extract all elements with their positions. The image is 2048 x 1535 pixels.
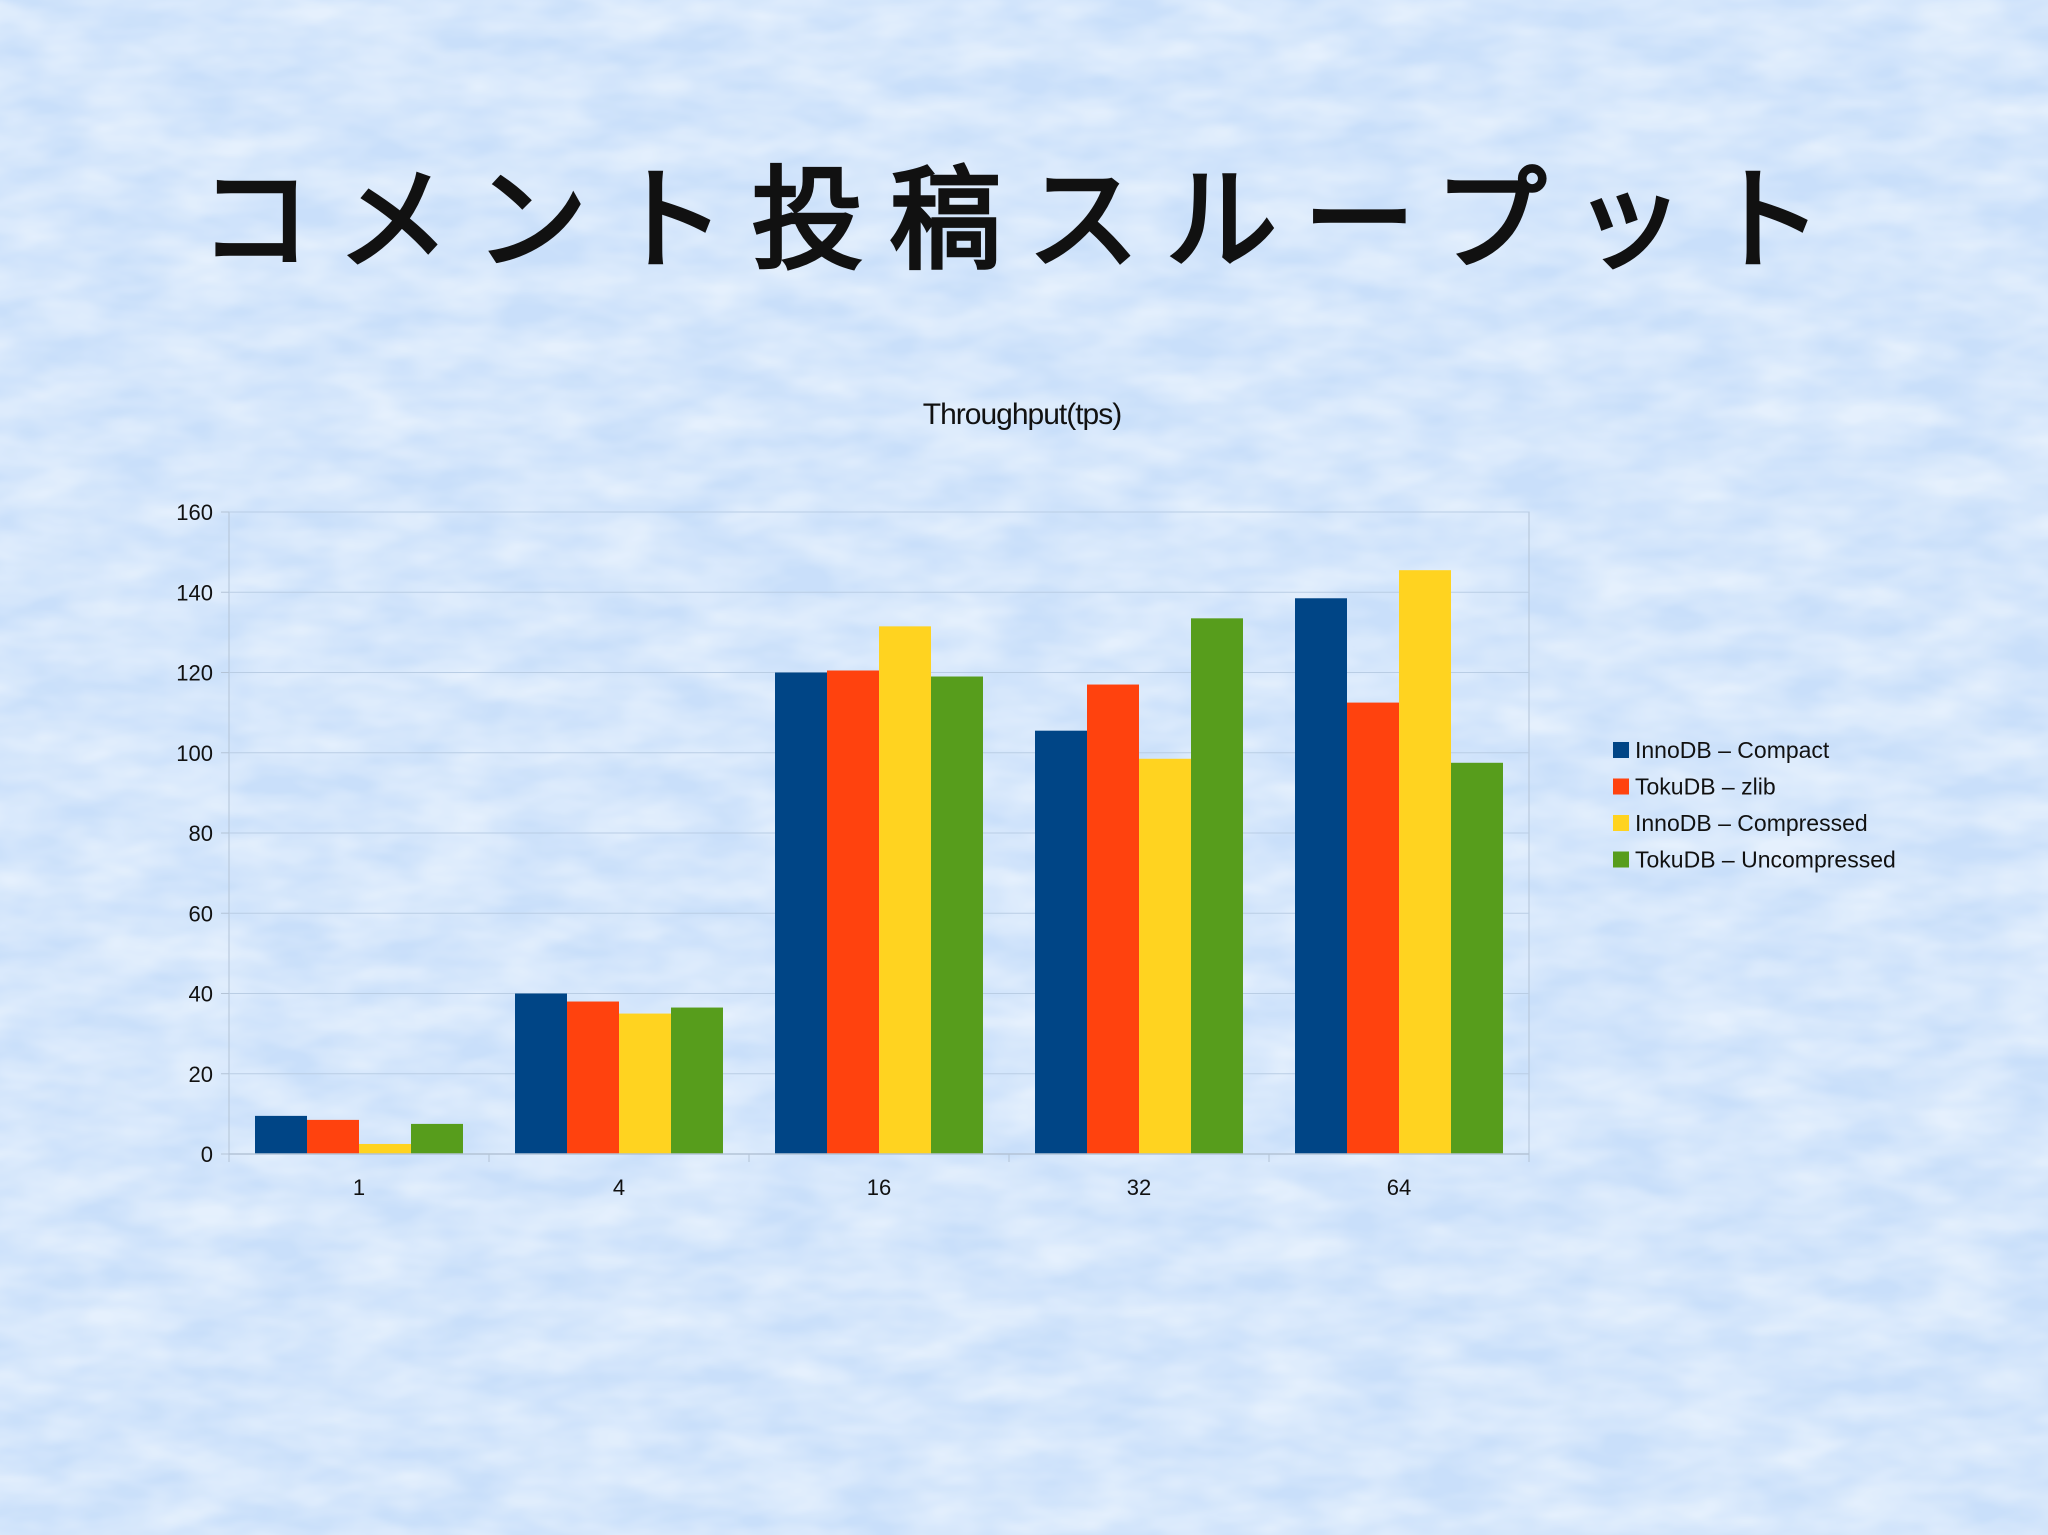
bar <box>1451 762 1503 1154</box>
y-tick-label: 0 <box>201 1142 213 1167</box>
bar <box>567 1001 619 1154</box>
y-tick-label: 160 <box>176 500 213 525</box>
legend-label: InnoDB – Compact <box>1635 737 1830 763</box>
bar <box>827 670 879 1154</box>
bar <box>255 1115 307 1154</box>
legend-swatch <box>1613 778 1629 795</box>
chart-axes: 0 20 40 60 80 100 120 140 160 1 4 16 32 64 <box>176 500 1530 1200</box>
bar <box>1399 570 1451 1154</box>
y-tick-label: 20 <box>189 1062 213 1087</box>
y-tick-label: 120 <box>176 661 213 686</box>
y-tick-label: 100 <box>176 741 213 766</box>
x-tick-label: 4 <box>613 1175 625 1200</box>
legend-swatch <box>1613 815 1629 831</box>
bar <box>1087 684 1139 1154</box>
legend-label: TokuDB – Uncompressed <box>1635 847 1896 873</box>
bar <box>619 1013 671 1154</box>
y-tick-label: 140 <box>176 580 213 605</box>
legend-label: InnoDB – Compressed <box>1635 810 1868 836</box>
legend-label: TokuDB – zlib <box>1635 774 1776 800</box>
bar <box>775 672 827 1154</box>
x-tick-label: 16 <box>867 1175 891 1200</box>
chart-title: Throughput(tps) <box>923 398 1121 431</box>
bar <box>1191 618 1243 1154</box>
x-tick-label: 64 <box>1387 1175 1411 1200</box>
legend-swatch <box>1613 742 1629 758</box>
bar <box>879 626 931 1154</box>
bar <box>1347 702 1399 1154</box>
bar <box>411 1123 463 1154</box>
y-tick-label: 40 <box>189 982 213 1007</box>
legend-swatch <box>1613 851 1629 868</box>
bar <box>515 993 567 1154</box>
slide-title: コメント投稿スループット <box>199 156 1849 286</box>
bar <box>1295 598 1347 1154</box>
bar <box>359 1143 411 1154</box>
chart-legend: InnoDB – Compact TokuDB – zlib InnoDB – Co… <box>1613 737 1896 873</box>
x-tick-label: 32 <box>1127 1175 1151 1200</box>
chart-bars <box>255 570 1503 1154</box>
bar <box>307 1119 359 1154</box>
bar <box>671 1007 723 1154</box>
bar <box>1035 730 1087 1154</box>
bar <box>1139 758 1191 1154</box>
x-tick-label: 1 <box>353 1175 365 1200</box>
bar <box>931 676 983 1154</box>
y-tick-label: 60 <box>189 901 213 926</box>
y-tick-label: 80 <box>189 821 213 846</box>
